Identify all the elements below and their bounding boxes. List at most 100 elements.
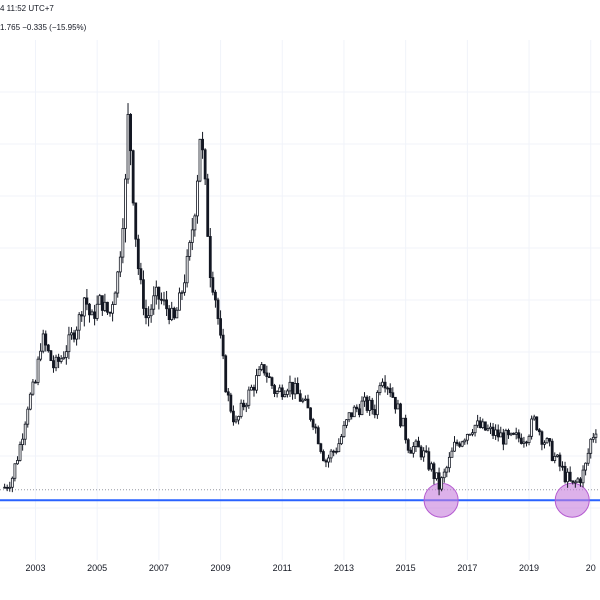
candle-body (242, 402, 246, 408)
candle-body (196, 180, 199, 217)
candle-body (278, 387, 282, 392)
candle-body (535, 416, 539, 431)
candle-body (424, 450, 428, 453)
candle-body (429, 463, 433, 470)
candle-body (13, 463, 17, 479)
candle-body (283, 394, 287, 398)
candle-body (286, 390, 289, 395)
x-tick-label: 2009 (211, 563, 231, 573)
candle-body (303, 398, 307, 401)
candle-body (93, 311, 97, 319)
candle-body (106, 301, 109, 313)
candle-body (16, 460, 19, 465)
x-tick-label: 2015 (396, 563, 416, 573)
candle-body (537, 429, 541, 433)
candle-body (44, 333, 48, 346)
candle-body (226, 391, 230, 396)
candle-body (571, 480, 575, 483)
candle-body (26, 408, 30, 425)
candle-body (370, 399, 374, 410)
candle-body (314, 426, 318, 429)
candle-body (386, 387, 390, 390)
candle-body (365, 396, 369, 411)
candle-body (118, 256, 122, 273)
candle-body (144, 307, 148, 319)
candle-body (10, 477, 14, 488)
candle-body (98, 295, 102, 305)
candle-body (180, 291, 184, 294)
highlight-circle (554, 482, 590, 518)
candle-body (381, 381, 384, 387)
candle-body (514, 432, 518, 435)
candle-body (139, 268, 143, 281)
candle-body (131, 150, 135, 204)
candle-body (268, 376, 271, 379)
candle-body (124, 178, 127, 229)
candle-body (41, 333, 45, 352)
candle-body (275, 391, 279, 394)
candle-body (250, 386, 253, 391)
candle-body (360, 400, 364, 416)
candle-body (39, 350, 43, 360)
candle-body (473, 424, 477, 434)
candle-body (67, 334, 71, 353)
candle-body (357, 408, 361, 416)
candle-body (548, 438, 552, 442)
candle-body (522, 441, 526, 444)
candle-body (555, 454, 559, 457)
candle-body (465, 433, 469, 441)
candle-body (481, 421, 485, 428)
candle-body (486, 428, 490, 431)
x-tick-label: 20 (586, 563, 596, 573)
candle-body (188, 242, 192, 257)
candle-body (198, 138, 202, 182)
candle-body (414, 440, 418, 447)
candle-body (566, 471, 570, 483)
candle-body (499, 432, 503, 438)
candle-body (586, 452, 590, 464)
candle-body (52, 360, 55, 369)
candle-body (453, 441, 456, 452)
candle-body (332, 450, 336, 453)
candle-body (432, 463, 436, 480)
candle-body (442, 471, 446, 479)
x-axis-ticks: 2003 2005 2007 2009 2011 2013 2015 2017 2019 20 (25, 563, 595, 573)
candle-body (147, 315, 150, 319)
highlight-circles (423, 482, 590, 518)
candle-body (75, 329, 79, 340)
candle-body (440, 477, 444, 490)
x-tick-label: 2017 (457, 563, 477, 573)
candle-series (3, 103, 598, 496)
candle-body (23, 423, 27, 440)
x-tick-label: 2019 (519, 563, 539, 573)
candle-body (483, 421, 487, 431)
candle-body (160, 298, 163, 301)
candle-body (134, 202, 138, 240)
candle-body (291, 381, 294, 395)
candle-body (237, 416, 240, 421)
candle-body (129, 113, 132, 152)
candle-body (247, 389, 251, 406)
candle-body (193, 215, 197, 231)
candle-body (34, 381, 37, 384)
chart-grid (0, 40, 600, 560)
candle-body (57, 356, 61, 362)
candle-body (427, 451, 431, 470)
candle-body (576, 478, 580, 483)
candle-body (262, 364, 266, 374)
candle-body (422, 450, 426, 458)
candle-body (460, 441, 464, 447)
candle-body (72, 332, 76, 340)
candle-body (64, 351, 68, 358)
candle-body (296, 383, 300, 395)
candle-body (239, 402, 243, 417)
candle-body (375, 392, 379, 416)
candle-body (18, 444, 22, 461)
candle-body (162, 299, 166, 302)
candle-body (507, 430, 510, 436)
candle-body (491, 426, 495, 436)
candle-body (80, 314, 84, 317)
candle-body (85, 297, 89, 305)
candle-body (545, 438, 549, 444)
